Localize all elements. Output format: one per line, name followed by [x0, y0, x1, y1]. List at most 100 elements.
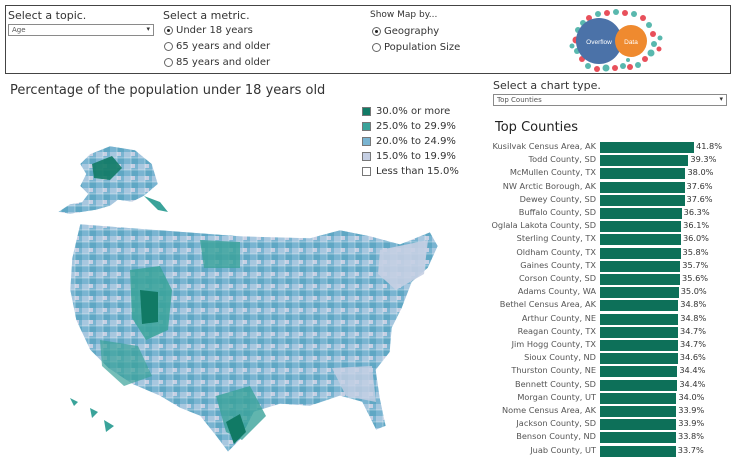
bar[interactable]: [600, 155, 689, 167]
bar-label: Oglala Lakota County, SD: [491, 220, 596, 231]
radio-icon: [372, 43, 381, 52]
bar-label: Benson County, ND: [516, 431, 596, 442]
bar-label: Dewey County, SD: [519, 193, 596, 204]
legend-item[interactable]: 25.0% to 29.9%: [362, 119, 459, 134]
bubble-cluster-icon[interactable]: Overflow Data: [568, 8, 668, 74]
alaska-panhandle: [144, 196, 168, 212]
bar[interactable]: [600, 353, 678, 365]
bar[interactable]: [600, 379, 678, 391]
chevron-down-icon: ▾: [719, 95, 723, 103]
metric-option-under-18[interactable]: Under 18 years: [164, 25, 253, 36]
bar-value-label: 41.8%: [696, 141, 723, 151]
bar-value-label: 34.7%: [680, 339, 707, 349]
bar[interactable]: [600, 208, 682, 219]
hawaii-islands: [70, 398, 114, 432]
metric-option-85-plus[interactable]: 85 years and older: [164, 57, 270, 68]
bar-value-label: 35.6%: [682, 273, 709, 283]
bar-value-label: 37.6%: [686, 180, 713, 191]
bar[interactable]: [600, 419, 677, 431]
bar-label: Arthur County, NE: [521, 312, 596, 323]
bar-value-label: 34.8%: [680, 312, 707, 323]
bar[interactable]: [600, 260, 681, 272]
overflow-bubble: [576, 18, 622, 64]
bar-label: NW Arctic Borough, AK: [502, 180, 596, 191]
bar-value-label: 34.6%: [679, 352, 706, 363]
radio-icon: [164, 42, 173, 51]
metric-option-65-plus[interactable]: 65 years and older: [164, 41, 270, 52]
bar[interactable]: [600, 221, 682, 233]
legend-item[interactable]: Less than 15.0%: [362, 164, 459, 179]
bar-label: Bennett County, SD: [515, 378, 596, 389]
overflow-text: Overflow: [586, 39, 612, 46]
bar-value-label: 34.4%: [679, 378, 706, 389]
topic-label: Select a topic.: [8, 9, 87, 22]
map-title: Percentage of the population under 18 ye…: [10, 83, 326, 98]
bar[interactable]: [600, 432, 676, 444]
bar-label: Adams County, WA: [517, 286, 596, 297]
legend-item[interactable]: 30.0% or more: [362, 104, 459, 119]
bar[interactable]: [600, 287, 679, 299]
bar[interactable]: [600, 313, 679, 325]
bar-label: Oldham County, TX: [516, 246, 596, 257]
bar-label: Nome Census Area, AK: [501, 405, 596, 415]
legend-item[interactable]: 20.0% to 24.9%: [362, 134, 459, 149]
chart-type-label: Select a chart type.: [493, 79, 601, 92]
radio-icon: [164, 58, 173, 67]
bar-label: Sioux County, ND: [524, 352, 596, 363]
northeast-light-region: [378, 240, 428, 290]
bar-value-label: 33.7%: [677, 444, 704, 455]
chart-type-value: Top Counties: [497, 96, 542, 104]
bar-value-label: 36.3%: [683, 207, 710, 217]
legend-swatch: [362, 137, 371, 146]
bar[interactable]: [600, 194, 685, 206]
bar-value-label: 36.1%: [683, 220, 710, 231]
bar-value-label: 35.7%: [682, 259, 709, 270]
chart-type-dropdown[interactable]: Top Counties ▾: [493, 94, 727, 106]
bar[interactable]: [600, 406, 677, 417]
bubble-dots: [569, 9, 663, 72]
bar-label: Thurston County, NE: [511, 365, 596, 376]
bar-label: Buffalo County, SD: [518, 207, 596, 217]
bar-value-label: 33.9%: [678, 418, 705, 429]
bar[interactable]: [600, 366, 678, 378]
alaska-shape: [57, 145, 159, 215]
us-county-map[interactable]: [40, 140, 460, 454]
topic-value: Age: [12, 26, 26, 34]
bar-label: Sterling County, TX: [516, 233, 596, 244]
bar[interactable]: [600, 247, 681, 259]
bar-value-label: 34.4%: [679, 365, 706, 376]
bar[interactable]: [600, 340, 679, 351]
mapby-option-population[interactable]: Population Size: [372, 42, 460, 53]
legend-swatch: [362, 167, 371, 176]
dakotas-region: [200, 240, 240, 268]
chart-title: Top Counties: [495, 120, 579, 135]
mapby-option-geography[interactable]: Geography: [372, 26, 439, 37]
bar-value-label: 36.0%: [682, 233, 709, 244]
bar-value-label: 34.8%: [680, 299, 707, 310]
legend-swatch: [362, 107, 371, 116]
bar[interactable]: [600, 300, 679, 312]
bar[interactable]: [600, 392, 677, 404]
legend-swatch: [362, 122, 371, 131]
chevron-down-icon: ▾: [146, 25, 150, 33]
bar-label: Gaines County, TX: [520, 259, 596, 270]
bar[interactable]: [600, 274, 681, 285]
southwest-region: [100, 340, 152, 386]
bar-label: Jackson County, SD: [516, 418, 596, 429]
mapby-label: Show Map by...: [370, 10, 438, 20]
bar[interactable]: [600, 142, 694, 153]
bar-label: Bethel Census Area, AK: [499, 299, 596, 310]
radio-selected-icon: [164, 26, 173, 35]
bar-label: McMullen County, TX: [509, 167, 596, 178]
bar-value-label: 38.0%: [687, 167, 714, 178]
alaska-teal-region: [92, 156, 122, 180]
bar[interactable]: [600, 445, 676, 457]
bar[interactable]: [600, 168, 686, 180]
bar-label: Reagan County, TX: [517, 325, 596, 336]
legend-item[interactable]: 15.0% to 19.9%: [362, 149, 459, 164]
topic-dropdown[interactable]: Age ▾: [8, 24, 154, 36]
bar[interactable]: [600, 181, 685, 193]
bar[interactable]: [600, 326, 679, 338]
bar-value-label: 35.0%: [680, 286, 707, 297]
bar[interactable]: [600, 234, 681, 246]
